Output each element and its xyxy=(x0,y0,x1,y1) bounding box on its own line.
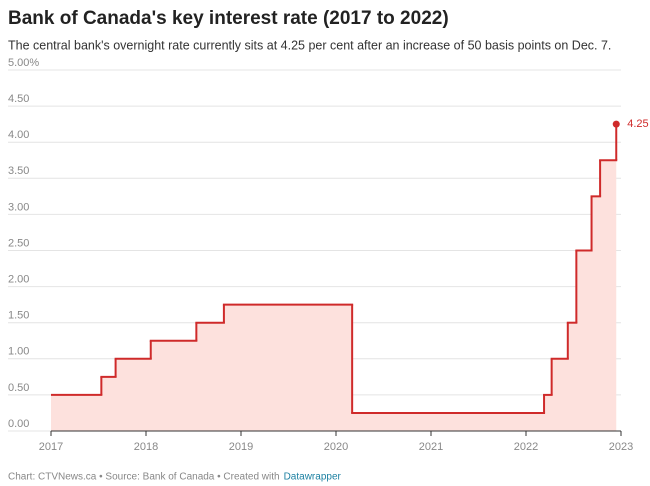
source-note: Chart: CTVNews.ca • Source: Bank of Cana… xyxy=(8,472,280,483)
x-tick-label: 2023 xyxy=(609,441,633,453)
x-tick-label: 2020 xyxy=(324,441,348,453)
y-tick-label: 1.00 xyxy=(8,346,29,358)
area xyxy=(51,124,617,432)
x-tick-label: 2022 xyxy=(514,441,538,453)
credit-link[interactable]: Datawrapper xyxy=(284,472,342,483)
chart-subtitle: The central bank's overnight rate curren… xyxy=(8,38,611,52)
y-tick-label: 1.50 xyxy=(8,310,29,322)
chart-title: Bank of Canada's key interest rate (2017… xyxy=(8,8,449,29)
y-tick-label: 0.00 xyxy=(8,418,29,430)
y-tick-label: 2.50 xyxy=(8,237,29,249)
x-tick-label: 2021 xyxy=(419,441,443,453)
y-tick-label: 3.00 xyxy=(8,201,29,213)
y-tick-label: 3.50 xyxy=(8,165,29,177)
x-tick-label: 2017 xyxy=(39,441,63,453)
y-tick-label: 5.00% xyxy=(8,57,39,69)
y-tick-label: 4.50 xyxy=(8,93,29,105)
x-tick-label: 2019 xyxy=(229,441,253,453)
y-tick-label: 4.00 xyxy=(8,129,29,141)
y-tick-label: 2.00 xyxy=(8,274,29,286)
data-label: 4.25 xyxy=(627,118,648,130)
x-tick-label: 2018 xyxy=(134,441,158,453)
y-tick-label: 0.50 xyxy=(8,382,29,394)
end-point xyxy=(612,120,620,128)
